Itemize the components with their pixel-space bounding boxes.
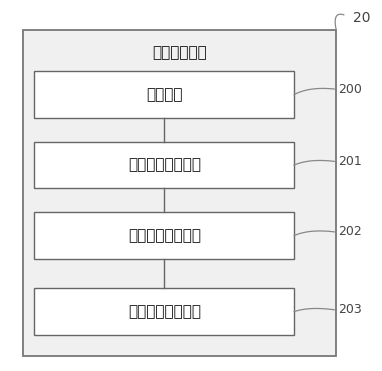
Text: 200: 200 [338,82,362,96]
Text: 模式控制装置: 模式控制装置 [152,45,207,60]
Text: 20: 20 [353,11,371,25]
Text: 203: 203 [338,303,362,316]
Text: 制动模式处理单元: 制动模式处理单元 [128,304,201,319]
Text: 工作模式确定单元: 工作模式确定单元 [128,158,201,173]
FancyBboxPatch shape [34,71,294,118]
Text: 比较单元: 比较单元 [146,87,183,102]
Text: 201: 201 [338,155,362,168]
FancyBboxPatch shape [34,212,294,259]
FancyBboxPatch shape [23,30,336,356]
FancyBboxPatch shape [34,289,294,335]
Text: 工作模式执行单元: 工作模式执行单元 [128,228,201,243]
FancyBboxPatch shape [34,142,294,188]
Text: 202: 202 [338,225,362,239]
